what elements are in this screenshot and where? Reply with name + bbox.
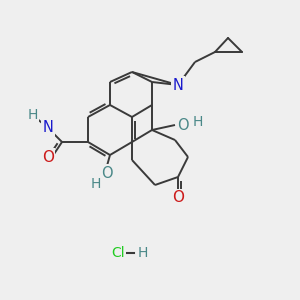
Text: H: H [91,177,101,191]
Text: N: N [172,77,183,92]
Text: O: O [177,118,189,133]
Text: O: O [101,166,113,181]
Text: Cl: Cl [111,246,125,260]
Text: N: N [43,121,53,136]
Text: H: H [28,108,38,122]
Text: H: H [193,115,203,129]
Text: H: H [138,246,148,260]
Text: O: O [172,190,184,206]
Text: O: O [42,149,54,164]
